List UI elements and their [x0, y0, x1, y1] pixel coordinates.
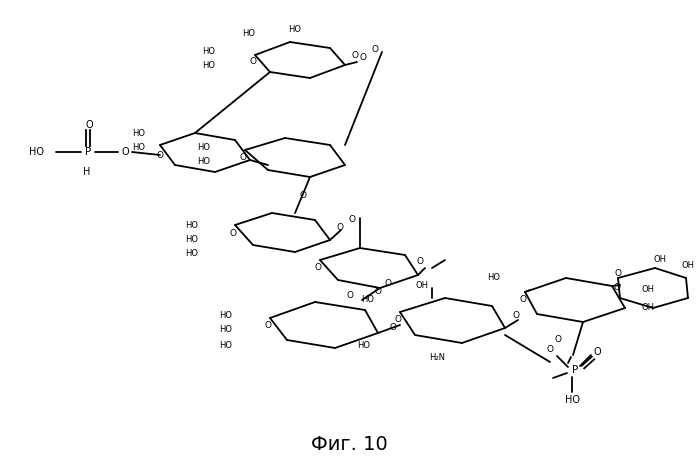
Text: O: O — [349, 216, 356, 225]
Text: O: O — [229, 228, 236, 237]
Text: O: O — [315, 263, 322, 273]
Text: HO: HO — [219, 341, 232, 349]
Text: HO: HO — [132, 144, 145, 153]
Text: OH: OH — [682, 260, 695, 269]
Text: OH: OH — [654, 255, 667, 265]
Text: O: O — [347, 291, 354, 300]
Text: HO: HO — [132, 129, 145, 138]
Text: O: O — [614, 284, 621, 292]
Text: O: O — [394, 316, 401, 325]
Text: O: O — [389, 323, 396, 332]
Text: HO: HO — [185, 235, 198, 244]
Text: HO: HO — [185, 220, 198, 229]
Text: O: O — [352, 50, 359, 59]
Text: O: O — [240, 154, 247, 162]
Text: HO: HO — [29, 147, 44, 157]
Text: H₂N: H₂N — [429, 354, 445, 363]
Text: O: O — [614, 269, 621, 278]
Text: HO: HO — [202, 48, 215, 57]
Text: Фиг. 10: Фиг. 10 — [310, 435, 387, 454]
Text: OH: OH — [642, 285, 654, 294]
Text: HO: HO — [219, 325, 232, 334]
Text: HO: HO — [289, 25, 301, 34]
Text: HO: HO — [357, 341, 370, 349]
Text: P: P — [85, 147, 91, 157]
Text: O: O — [554, 335, 561, 344]
Text: O: O — [336, 224, 343, 233]
Text: O: O — [157, 151, 164, 160]
Text: HO: HO — [361, 295, 375, 304]
Text: HO: HO — [219, 310, 232, 319]
Text: HO: HO — [202, 62, 215, 71]
Text: O: O — [593, 347, 601, 357]
Text: O: O — [417, 258, 424, 267]
Text: O: O — [371, 46, 378, 55]
Text: O: O — [384, 279, 391, 289]
Text: HO: HO — [197, 157, 210, 167]
Text: HO: HO — [197, 144, 210, 153]
Text: P: P — [572, 365, 578, 375]
Text: O: O — [250, 57, 257, 66]
Text: HO: HO — [242, 30, 255, 39]
Text: O: O — [264, 322, 271, 331]
Text: O: O — [512, 310, 519, 319]
Text: O: O — [519, 295, 526, 304]
Text: HO: HO — [185, 249, 198, 258]
Text: OH: OH — [415, 282, 428, 291]
Text: HO: HO — [565, 395, 579, 405]
Text: O: O — [299, 192, 306, 201]
Text: O: O — [359, 54, 366, 63]
Text: O: O — [121, 147, 129, 157]
Text: HO: HO — [487, 274, 500, 283]
Text: O: O — [375, 287, 382, 297]
Text: H: H — [83, 167, 91, 177]
Text: OH: OH — [642, 303, 654, 312]
Text: O: O — [547, 346, 554, 355]
Text: O: O — [85, 120, 93, 130]
